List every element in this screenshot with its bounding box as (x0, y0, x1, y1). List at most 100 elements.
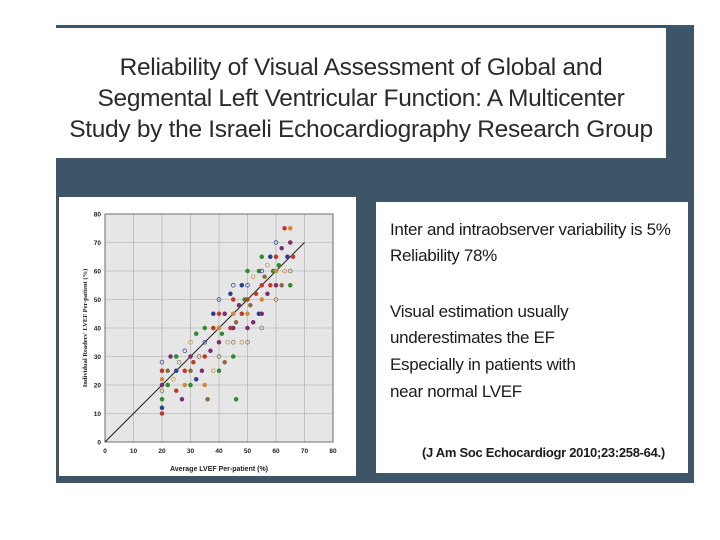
data-point (222, 359, 227, 365)
grid (104, 213, 334, 443)
data-point (202, 340, 208, 345)
data-point (239, 340, 245, 345)
y-tick-label: 80 (94, 212, 102, 219)
x-tick-label: 10 (130, 448, 138, 455)
data-point (231, 354, 236, 359)
y-tick-label: 0 (97, 440, 101, 447)
data-point (159, 411, 165, 416)
data-point (179, 397, 185, 402)
data-point (231, 282, 236, 288)
data-point (182, 368, 188, 374)
y-tick-label: 40 (94, 326, 102, 333)
data-point (188, 340, 193, 345)
title-line-1: Reliability of Visual Assessment of Glob… (119, 54, 603, 81)
data-point (202, 325, 208, 331)
data-point (225, 340, 230, 345)
y-tick-label: 30 (94, 354, 102, 361)
data-point (248, 302, 253, 308)
y-tick-label: 70 (94, 240, 102, 247)
data-point (173, 388, 179, 393)
data-point (205, 397, 210, 402)
data-point (259, 311, 265, 316)
data-point (188, 354, 193, 359)
data-point (290, 254, 296, 259)
data-point (273, 297, 279, 302)
data-point (250, 320, 256, 325)
x-tick-labels: 0 10 20 30 40 50 60 70 80 (103, 448, 337, 455)
data-point (211, 311, 216, 316)
data-point (239, 311, 245, 316)
note-visual-1: Visual estimation usually (390, 302, 569, 321)
data-point (165, 368, 170, 374)
data-point (173, 354, 179, 359)
data-point (245, 282, 250, 288)
data-point (231, 325, 236, 331)
data-point (259, 297, 265, 302)
data-point (193, 331, 199, 336)
data-point (268, 254, 273, 259)
y-tick-label: 20 (94, 383, 102, 390)
y-tick-label: 50 (94, 297, 102, 304)
data-point (222, 311, 227, 316)
title-line-3: Study by the Israeli Echocardiography Re… (69, 116, 653, 143)
data-point (253, 291, 259, 297)
data-point (219, 331, 225, 336)
data-point (231, 297, 236, 302)
data-point (199, 368, 205, 374)
data-point (193, 377, 199, 382)
data-point (273, 268, 279, 274)
data-point (259, 268, 265, 274)
data-point (208, 348, 213, 354)
data-point (268, 282, 273, 288)
data-point (168, 354, 173, 359)
data-point (245, 268, 250, 274)
data-point (216, 297, 222, 302)
data-point (279, 245, 284, 251)
data-point (159, 397, 165, 402)
data-point (245, 325, 250, 331)
data-point (176, 359, 182, 365)
data-point (250, 274, 256, 279)
data-point (173, 368, 179, 374)
data-point (182, 382, 188, 388)
data-point (282, 226, 287, 231)
data-point (159, 377, 165, 382)
title-line-2: Segmental Left Ventricular Function: A M… (97, 85, 625, 112)
data-point (216, 325, 222, 331)
data-point (159, 368, 165, 374)
data-point (216, 311, 222, 316)
data-point (288, 282, 293, 288)
data-point (165, 382, 170, 388)
data-point (288, 240, 293, 245)
data-point (211, 368, 216, 374)
data-point (188, 368, 193, 374)
data-point (273, 254, 279, 259)
note-reliability: Reliability 78% (390, 246, 497, 265)
data-point (259, 282, 265, 288)
data-point (159, 382, 165, 388)
data-point (236, 302, 242, 308)
data-point (159, 359, 165, 365)
y-tick-label: 60 (94, 269, 102, 276)
data-point (188, 382, 193, 388)
data-point (216, 368, 222, 374)
x-tick-label: 20 (158, 448, 166, 455)
data-point (191, 359, 196, 365)
data-point (196, 354, 202, 359)
data-point (233, 320, 239, 325)
note-visual-4: near normal LVEF (390, 382, 522, 401)
data-point (233, 397, 239, 402)
scatter-chart-svg: 0 10 20 30 40 50 60 70 80 0 10 20 30 40 50 60 70 80 Aver… (82, 212, 337, 474)
citation: (J Am Soc Echocardiogr 2010;23:258-64.) (422, 445, 665, 460)
notes-box: Inter and intraobserver variability is 5… (376, 202, 688, 473)
data-point (259, 254, 265, 259)
data-point (285, 254, 290, 259)
scatter-chart: 0 10 20 30 40 50 60 70 80 0 10 20 30 40 50 60 70 80 Aver… (59, 197, 356, 476)
x-tick-label: 0 (103, 448, 107, 455)
x-tick-label: 50 (244, 448, 252, 455)
note-visual-2: underestimates the EF (390, 328, 555, 347)
identity-line (104, 242, 305, 443)
data-point (159, 388, 165, 393)
data-point (273, 282, 279, 288)
data-point (288, 226, 293, 231)
